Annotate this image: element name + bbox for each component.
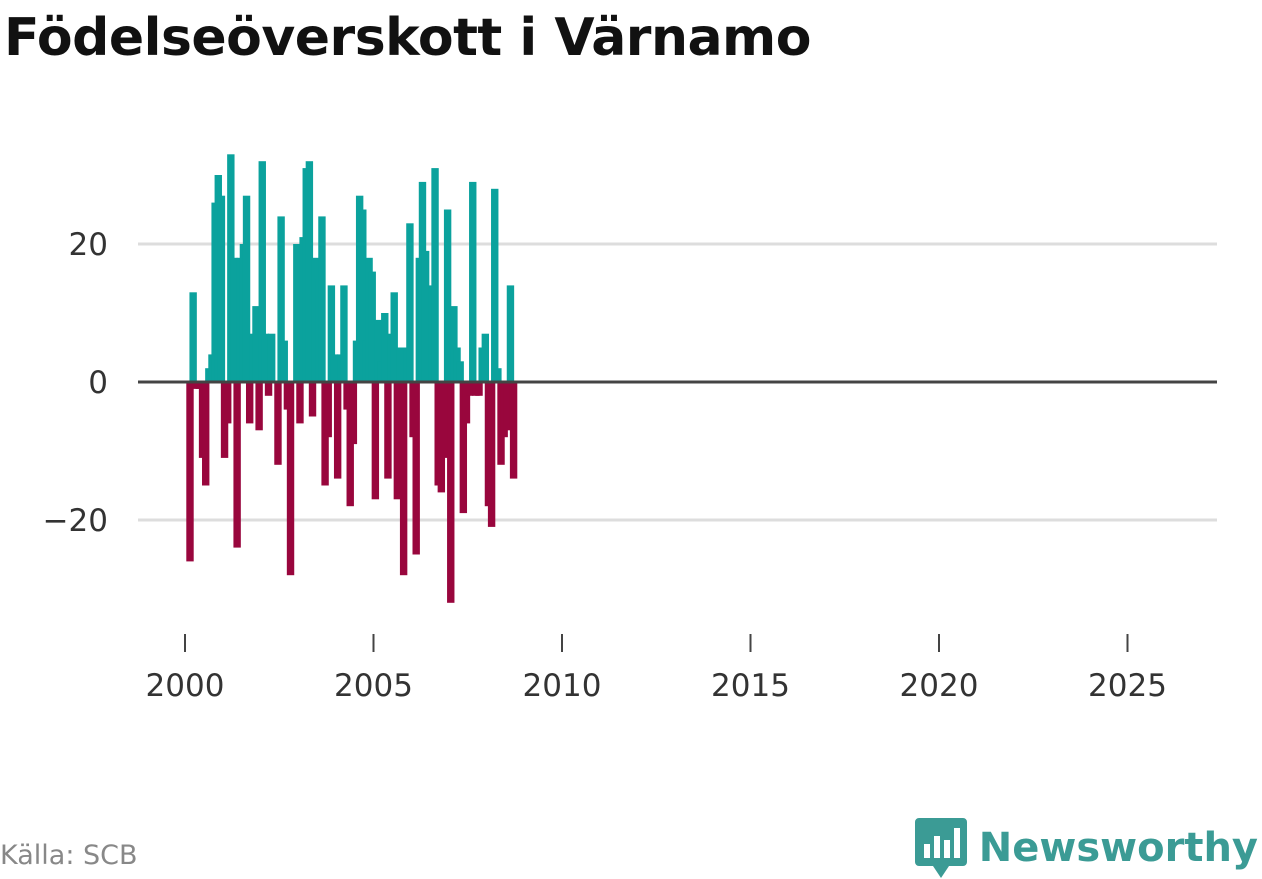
bar — [258, 161, 266, 382]
bar — [255, 382, 263, 431]
x-tick-label: 2000 — [146, 668, 225, 704]
brand-logo: Newsworthy — [914, 818, 1258, 878]
bar — [274, 382, 282, 465]
x-tick-label: 2005 — [334, 668, 413, 704]
bar — [506, 285, 515, 382]
x-tick-label: 2020 — [900, 668, 979, 704]
bar — [396, 347, 405, 382]
bar — [384, 382, 392, 479]
bar-chart-speech-bubble-icon — [914, 818, 967, 878]
grid-lines — [138, 242, 1217, 522]
bar — [475, 382, 483, 396]
bar — [224, 382, 232, 424]
bar — [368, 271, 376, 382]
bar — [318, 216, 326, 382]
bar — [286, 382, 295, 576]
x-tick-label: 2010 — [523, 668, 602, 704]
bar — [245, 382, 254, 424]
bar — [393, 382, 402, 500]
bar — [487, 382, 496, 527]
bar — [330, 354, 339, 382]
bar — [459, 382, 468, 514]
bar — [264, 382, 273, 396]
bar — [421, 250, 430, 382]
bar — [189, 292, 197, 382]
bar — [456, 361, 464, 382]
bar — [202, 382, 210, 486]
bar — [359, 209, 367, 382]
y-tick-label: −20 — [43, 503, 108, 539]
bar — [293, 244, 301, 382]
bar — [277, 216, 285, 382]
bar — [186, 382, 194, 562]
bar — [406, 223, 414, 382]
bar — [242, 195, 251, 382]
bar — [267, 333, 276, 382]
brand-name: Newsworthy — [978, 825, 1258, 871]
y-tick-label: 20 — [69, 227, 108, 263]
bar — [217, 195, 226, 382]
bar — [450, 306, 458, 382]
bar — [261, 333, 270, 382]
bar — [503, 382, 512, 431]
bar — [443, 209, 452, 382]
bar — [349, 382, 358, 445]
bar — [371, 382, 380, 500]
bar — [381, 313, 389, 382]
bar — [333, 382, 342, 479]
bar — [324, 382, 332, 438]
bar — [491, 188, 499, 382]
bar — [280, 340, 288, 382]
x-tick-label: 2025 — [1088, 668, 1167, 704]
bar — [252, 306, 260, 382]
bar — [469, 181, 477, 382]
bar — [431, 168, 439, 382]
bar — [465, 382, 474, 396]
bar — [308, 382, 317, 417]
bar — [327, 285, 336, 382]
bar — [481, 333, 490, 382]
y-tick-label: 0 — [88, 365, 108, 401]
bar — [390, 292, 398, 382]
bar — [296, 382, 304, 424]
bar — [374, 319, 383, 382]
bar — [399, 382, 408, 576]
bar — [233, 382, 241, 548]
source-note: Källa: SCB — [0, 840, 138, 871]
bar — [462, 382, 471, 424]
x-tick-label: 2015 — [711, 668, 790, 704]
bar — [340, 285, 348, 382]
bar — [509, 382, 518, 479]
bar — [440, 382, 449, 458]
y-axis: −20 0 20 — [43, 227, 108, 539]
bars — [186, 154, 518, 603]
x-axis: 2000 2005 2010 2015 2020 2025 — [146, 634, 1167, 704]
bar — [230, 257, 238, 382]
bar — [494, 368, 502, 382]
bar — [447, 382, 455, 603]
chart-title: Födelseöverskott i Värnamo — [4, 8, 811, 68]
bar — [305, 161, 314, 382]
bar — [412, 382, 420, 555]
